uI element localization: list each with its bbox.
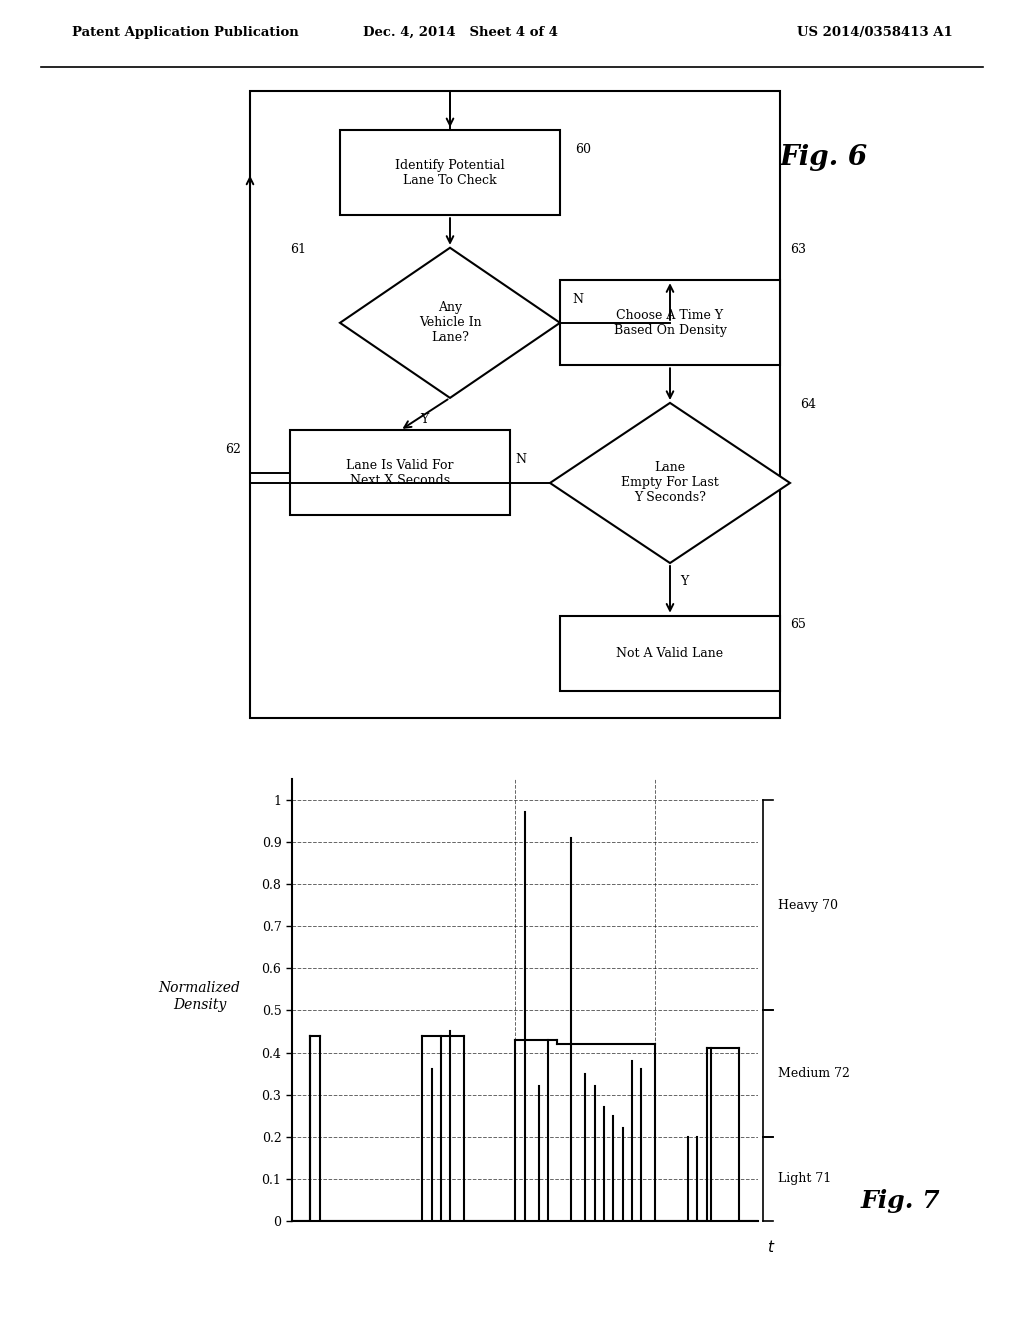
Text: Patent Application Publication: Patent Application Publication xyxy=(72,26,298,40)
Text: N: N xyxy=(515,453,526,466)
Text: Any
Vehicle In
Lane?: Any Vehicle In Lane? xyxy=(419,301,481,345)
Text: Dec. 4, 2014   Sheet 4 of 4: Dec. 4, 2014 Sheet 4 of 4 xyxy=(364,26,558,40)
Bar xyxy=(560,615,780,690)
Text: Normalized
Density: Normalized Density xyxy=(159,982,241,1011)
Text: $t$: $t$ xyxy=(767,1238,775,1255)
Bar xyxy=(340,131,560,215)
Text: 64: 64 xyxy=(800,397,816,411)
Text: N: N xyxy=(572,293,583,306)
Text: Choose A Time Y
Based On Density: Choose A Time Y Based On Density xyxy=(613,309,726,337)
Text: Fig. 6: Fig. 6 xyxy=(780,144,868,172)
Text: Medium 72: Medium 72 xyxy=(778,1067,850,1080)
Text: 65: 65 xyxy=(790,618,806,631)
Text: Fig. 7: Fig. 7 xyxy=(860,1189,940,1213)
Polygon shape xyxy=(550,403,790,564)
Text: 60: 60 xyxy=(575,143,591,156)
Text: Identify Potential
Lane To Check: Identify Potential Lane To Check xyxy=(395,158,505,186)
Text: 63: 63 xyxy=(790,243,806,256)
Bar xyxy=(250,91,780,718)
Text: 62: 62 xyxy=(225,444,241,455)
Text: Lane
Empty For Last
Y Seconds?: Lane Empty For Last Y Seconds? xyxy=(622,462,719,504)
Text: Y: Y xyxy=(680,576,688,589)
Text: 61: 61 xyxy=(290,243,306,256)
Text: Lane Is Valid For
Next X Seconds: Lane Is Valid For Next X Seconds xyxy=(346,459,454,487)
Bar xyxy=(290,430,510,516)
Text: Light 71: Light 71 xyxy=(778,1172,831,1185)
Text: Heavy 70: Heavy 70 xyxy=(778,899,839,912)
Text: US 2014/0358413 A1: US 2014/0358413 A1 xyxy=(797,26,952,40)
Bar xyxy=(560,280,780,366)
Text: Not A Valid Lane: Not A Valid Lane xyxy=(616,647,724,660)
Text: Y: Y xyxy=(420,413,428,426)
Polygon shape xyxy=(340,248,560,397)
